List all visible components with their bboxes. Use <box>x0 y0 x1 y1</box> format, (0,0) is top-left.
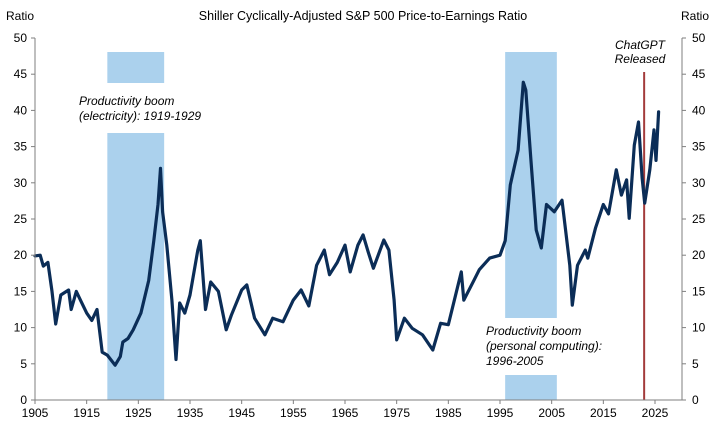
left-tick-label: 35 <box>14 140 28 154</box>
left-tick-label: 30 <box>14 176 28 190</box>
annotation-electricity-line2: (electricity): 1919-1929 <box>79 109 201 123</box>
x-tick-label: 2005 <box>538 406 565 420</box>
right-tick-label: 20 <box>692 248 706 262</box>
right-tick-label: 35 <box>692 140 706 154</box>
chart-title: Shiller Cyclically-Adjusted S&P 500 Pric… <box>199 9 527 23</box>
right-tick-label: 45 <box>692 67 706 81</box>
x-tick-label: 1925 <box>125 406 152 420</box>
left-tick-label: 10 <box>14 321 28 335</box>
left-axis-title: Ratio <box>6 9 34 23</box>
shaded-region-computing-1 <box>505 52 557 318</box>
x-tick-label: 1965 <box>332 406 359 420</box>
left-tick-label: 15 <box>14 284 28 298</box>
shaded-regions <box>107 52 557 400</box>
right-tick-label: 50 <box>692 31 706 45</box>
x-tick-label: 1995 <box>487 406 514 420</box>
left-tick-label: 25 <box>14 212 28 226</box>
annotation-computing-line2: (personal computing): <box>486 339 602 353</box>
annotation-computing-line1: Productivity boom <box>486 324 581 338</box>
x-tick-label: 1905 <box>22 406 49 420</box>
x-tick-label: 2025 <box>642 406 669 420</box>
right-y-ticks: 0 5 10 15 20 25 30 35 40 45 50 <box>682 31 706 407</box>
shaded-region-computing-2 <box>505 375 557 400</box>
annotation-chatgpt-line2: Released <box>615 52 666 66</box>
right-tick-label: 10 <box>692 321 706 335</box>
x-tick-label: 1915 <box>73 406 100 420</box>
left-tick-label: 45 <box>14 67 28 81</box>
annotation-electricity-line1: Productivity boom <box>79 94 174 108</box>
right-axis-title: Ratio <box>681 9 709 23</box>
right-tick-label: 15 <box>692 284 706 298</box>
cape-series-line <box>33 80 661 367</box>
left-tick-label: 50 <box>14 31 28 45</box>
right-tick-label: 5 <box>692 357 699 371</box>
x-tick-label: 1945 <box>228 406 255 420</box>
right-tick-label: 30 <box>692 176 706 190</box>
left-tick-label: 20 <box>14 248 28 262</box>
shaded-region-electricity-1 <box>107 52 165 83</box>
x-tick-label: 1935 <box>177 406 204 420</box>
left-tick-label: 40 <box>14 103 28 117</box>
left-tick-label: 0 <box>20 393 27 407</box>
annotation-computing-line3: 1996-2005 <box>486 354 544 368</box>
left-y-ticks: 0 5 10 15 20 25 30 35 40 45 50 <box>14 31 35 407</box>
x-tick-label: 2015 <box>590 406 617 420</box>
x-tick-label: 1955 <box>280 406 307 420</box>
annotation-chatgpt-line1: ChatGPT <box>615 38 667 52</box>
x-tick-label: 1985 <box>435 406 462 420</box>
right-tick-label: 40 <box>692 103 706 117</box>
x-tick-label: 1975 <box>383 406 410 420</box>
x-ticks: 1905 1915 1925 1935 1945 1955 1965 1975 1985 1995… <box>22 400 669 420</box>
right-tick-label: 25 <box>692 212 706 226</box>
left-tick-label: 5 <box>20 357 27 371</box>
right-tick-label: 0 <box>692 393 699 407</box>
shaded-region-electricity-2 <box>107 133 165 400</box>
